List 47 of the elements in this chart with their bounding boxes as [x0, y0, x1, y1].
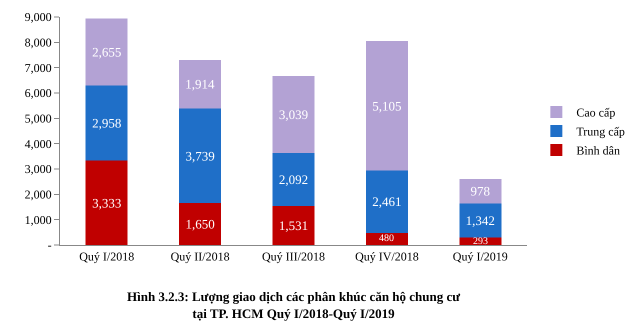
data-label: 293: [473, 236, 488, 247]
bar: [366, 41, 408, 170]
bar: [459, 204, 502, 238]
data-label: 1,531: [278, 218, 308, 234]
bar: [459, 178, 502, 204]
bar: [86, 160, 128, 245]
y-tick-label: 8,000: [24, 36, 52, 50]
data-label: 2,092: [278, 172, 308, 188]
data-label: 480: [379, 233, 394, 244]
x-tick-label: Quý II/2018: [170, 249, 230, 264]
bar: [86, 86, 128, 161]
y-tick-label: 1,000: [24, 212, 52, 227]
data-label: 978: [470, 184, 490, 199]
data-label: 3,333: [92, 195, 122, 210]
bar: [272, 76, 315, 154]
y-tick-label: 9,000: [24, 10, 52, 24]
x-tick-label: Quý III/2018: [262, 249, 325, 264]
x-tick-label: Quý I/2018: [79, 249, 134, 264]
legend-label: Trung cấp: [576, 124, 625, 139]
data-label: 2,655: [92, 44, 122, 60]
bar: [272, 206, 315, 245]
x-tick-label: Quý IV/2018: [355, 249, 419, 264]
bar: [366, 170, 408, 233]
x-tick-label: Quý I/2019: [452, 249, 508, 264]
text: Hình 3.2.3: Lượng giao dịch các phân khúc căn hộ chung cư tại TP. HCM Quý I/2018-Quý I/2019: [127, 289, 460, 321]
data-label: 1,342: [466, 213, 495, 228]
y-tick-label: 5,000: [24, 112, 52, 126]
legend-label: Bình dân: [576, 144, 620, 158]
data-label: 2,958: [92, 116, 122, 131]
bar: [179, 108, 222, 204]
data-label: 3,039: [278, 107, 308, 122]
y-tick-label: 3,000: [24, 162, 52, 176]
data-label: 2,461: [372, 194, 402, 210]
bar: [272, 153, 315, 206]
y-tick-label: 7,000: [24, 60, 52, 75]
data-label: 5,105: [372, 98, 402, 114]
y-tick-label: 6,000: [24, 86, 52, 100]
bar: [179, 60, 222, 108]
y-tick-label: 2,000: [24, 188, 52, 202]
data-label: 1,914: [185, 76, 215, 92]
legend-label: Cao cấp: [576, 106, 616, 120]
data-label: 3,739: [185, 148, 215, 164]
y-tick-label: -: [48, 238, 52, 252]
data-label: 1,650: [185, 216, 215, 232]
bar: [179, 203, 222, 245]
bar: [86, 18, 128, 86]
y-tick-label: 4,000: [24, 136, 52, 151]
